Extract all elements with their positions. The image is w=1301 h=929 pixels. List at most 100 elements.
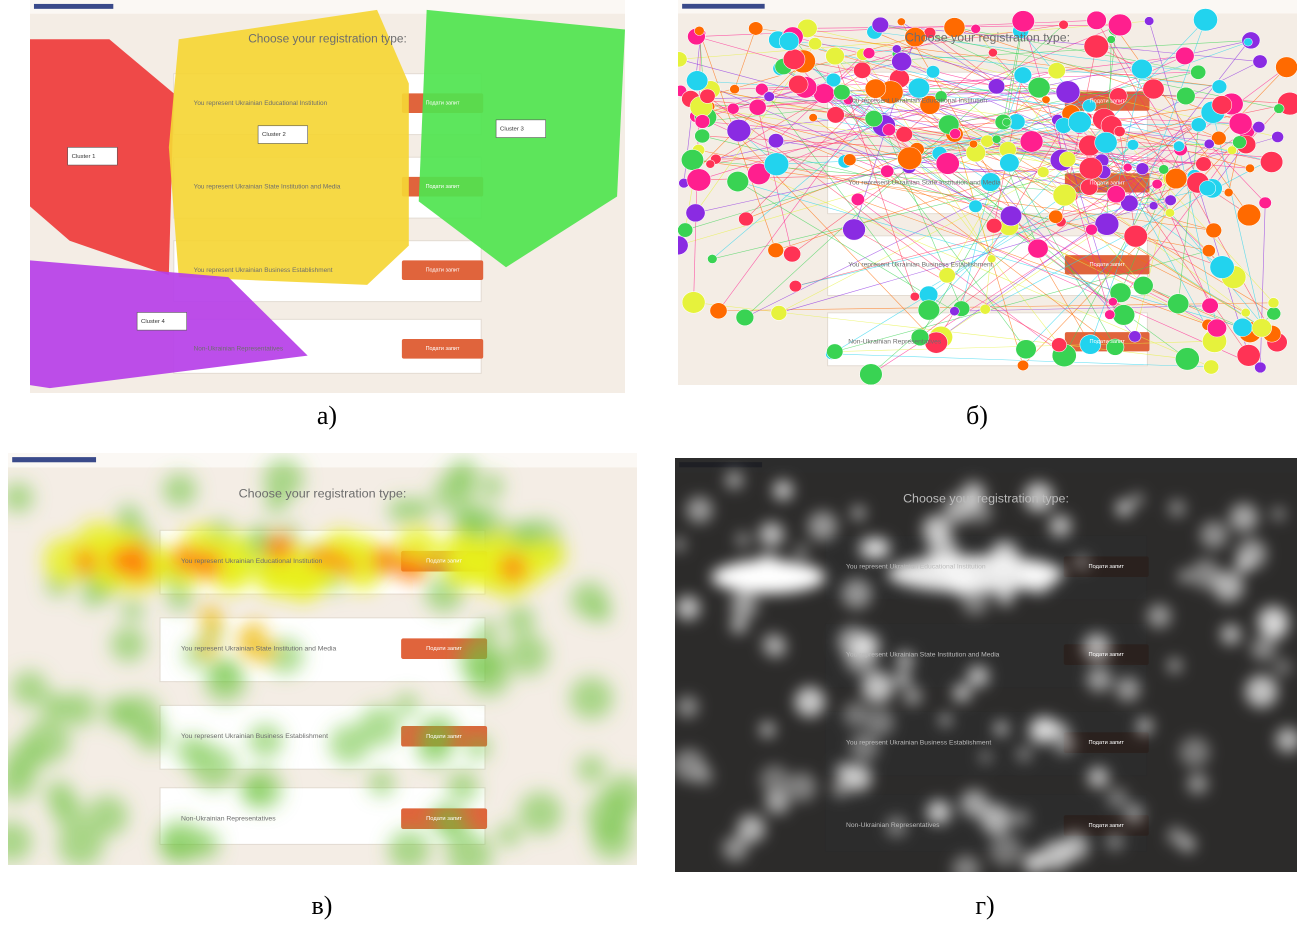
fixation	[896, 127, 913, 143]
panel: Choose your registration type:You repres…	[672, 458, 1301, 883]
visible-spot	[1180, 737, 1210, 767]
heat-spot	[506, 605, 535, 634]
fixation	[1113, 305, 1135, 326]
fixation	[1173, 141, 1184, 152]
visible-spot	[725, 471, 743, 489]
fixation	[1241, 308, 1250, 317]
button-label: Подати запит	[1088, 652, 1124, 658]
visible-spot	[1116, 677, 1141, 702]
visible-spot	[765, 790, 790, 815]
visible-spot	[850, 733, 878, 761]
visible-spot	[980, 804, 1011, 835]
fixation	[1253, 121, 1265, 132]
visible-spot	[1272, 508, 1285, 521]
heat-spot	[497, 823, 521, 846]
form-heading: Choose your registration type:	[903, 492, 1069, 506]
visible-spot	[1178, 570, 1190, 582]
heat-spot	[329, 724, 370, 764]
heat-spot	[241, 769, 282, 810]
fixation	[687, 169, 711, 191]
heat-spot	[577, 755, 605, 782]
visible-spot	[1124, 803, 1144, 823]
fixation	[1042, 96, 1050, 104]
form-heading: Choose your registration type:	[239, 487, 407, 501]
visible-spot	[939, 714, 952, 727]
fixation	[908, 78, 929, 98]
logo	[682, 4, 765, 9]
visible-spot	[859, 537, 882, 560]
fixation	[1259, 197, 1272, 209]
fixation	[1068, 111, 1091, 133]
fixation	[988, 48, 997, 57]
fixation	[681, 149, 703, 170]
fixation	[1272, 131, 1284, 142]
visible-spot	[676, 596, 701, 621]
fixation	[1165, 195, 1176, 206]
heat-spot	[203, 615, 222, 634]
visible-spot	[760, 765, 789, 794]
visible-spot	[1016, 746, 1032, 762]
fixation	[1049, 210, 1063, 223]
fixation	[1227, 146, 1236, 155]
heat-spot	[191, 830, 220, 858]
heat-spot	[25, 718, 71, 763]
visible-spot	[676, 696, 698, 718]
fixation	[682, 292, 705, 314]
fixation	[1127, 140, 1139, 151]
fixation	[950, 307, 960, 316]
fixation	[1224, 188, 1233, 196]
fixation	[1152, 179, 1162, 189]
fixation	[1276, 57, 1298, 78]
visible-spot	[953, 684, 971, 702]
heat-spot	[519, 792, 562, 835]
fixation	[898, 147, 922, 170]
heat-spot	[398, 555, 425, 582]
heat-spot	[420, 714, 457, 750]
fixation	[771, 305, 787, 320]
fixation	[1012, 11, 1035, 32]
visible-spot	[866, 708, 894, 736]
fixation	[1020, 131, 1043, 152]
fixation	[710, 303, 727, 319]
fixation	[892, 45, 901, 53]
header-bar	[30, 0, 625, 14]
fixation	[1131, 59, 1152, 79]
cluster-label: Cluster 2	[262, 132, 286, 138]
visible-spot	[1221, 624, 1241, 644]
visible-spot	[737, 815, 765, 843]
visible-spot	[903, 686, 922, 705]
button-label: Подати запит	[426, 559, 462, 565]
fixation	[1199, 181, 1215, 196]
visible-spot	[735, 532, 751, 548]
fixation	[1123, 163, 1132, 171]
fixation	[939, 268, 955, 283]
fixation	[1229, 113, 1252, 134]
button-label: Подати запит	[426, 101, 460, 107]
heat-spot	[446, 832, 492, 877]
caption: а)	[317, 401, 337, 430]
visible-spot	[952, 855, 980, 883]
fixation	[695, 115, 710, 129]
fixation	[1204, 360, 1219, 374]
option-label: You represent Ukrainian Educational Inst…	[848, 98, 987, 105]
fixation	[727, 103, 739, 114]
visible-spot	[1049, 515, 1071, 537]
fixation	[1233, 318, 1253, 336]
fixation	[1124, 225, 1147, 247]
cluster-region	[169, 10, 409, 285]
fixation	[1196, 157, 1212, 172]
fixation	[1191, 65, 1206, 79]
heat-spot	[499, 555, 526, 581]
heat-spot	[41, 692, 69, 719]
visible-spot	[730, 591, 759, 620]
heat-spot	[434, 473, 475, 513]
heat-spot	[395, 693, 418, 716]
option-label: You represent Ukrainian Business Establi…	[848, 262, 993, 269]
heat-spot	[108, 547, 136, 574]
fixation	[865, 110, 883, 126]
fixation	[1087, 11, 1107, 29]
fixation	[686, 71, 707, 91]
fixation	[926, 66, 939, 79]
fixation	[1053, 184, 1076, 206]
heat-spot	[75, 550, 97, 571]
